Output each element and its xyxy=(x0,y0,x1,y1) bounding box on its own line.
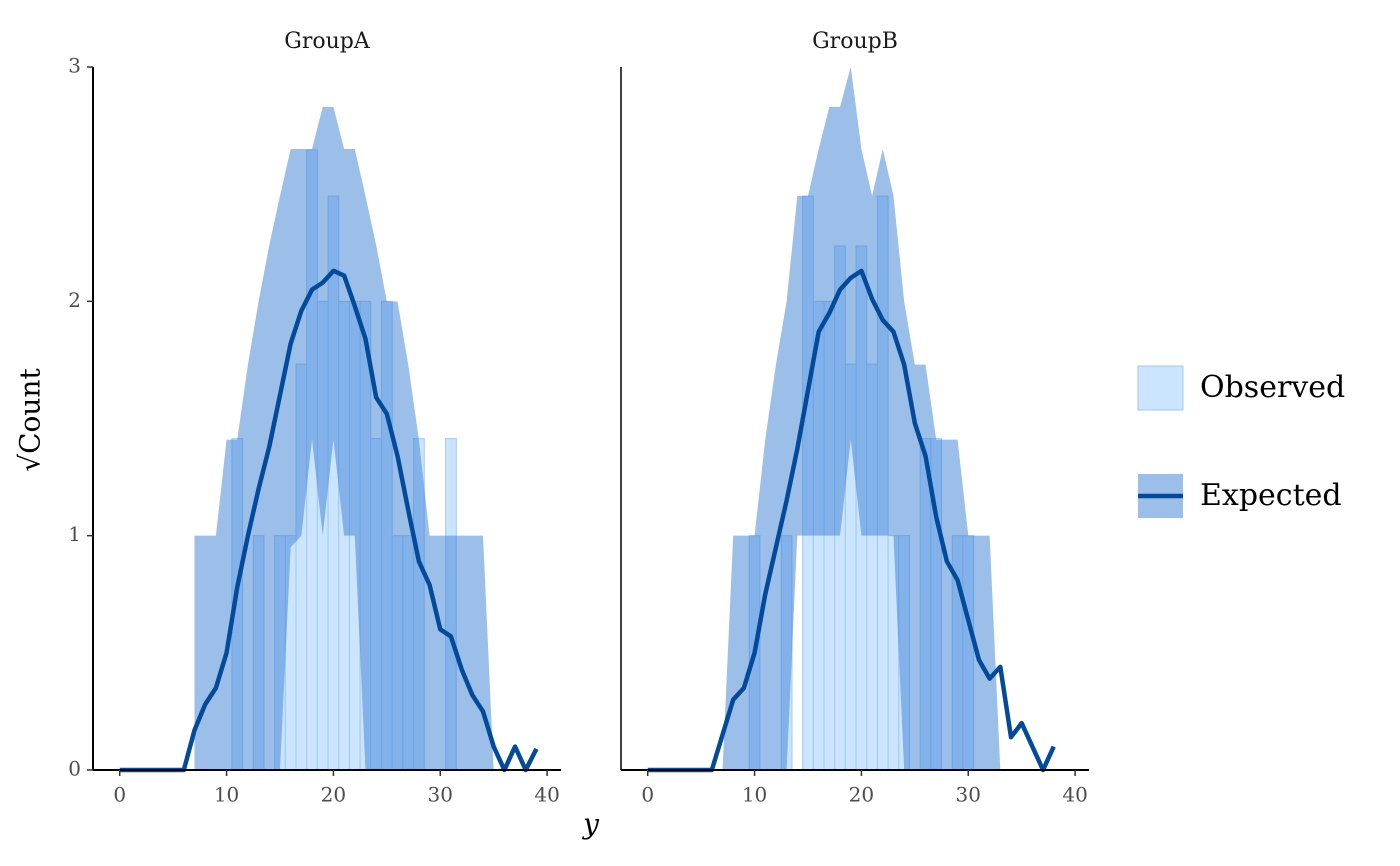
expected-line xyxy=(119,268,539,773)
x-tick-label: 40 xyxy=(1062,783,1087,807)
facet-title: GroupA xyxy=(284,29,371,54)
y-tick-label: 2 xyxy=(68,288,81,312)
x-tick-label: 20 xyxy=(849,783,874,807)
x-tick-label: 10 xyxy=(214,783,239,807)
expected-line xyxy=(647,268,1056,773)
expected-band xyxy=(722,67,1001,770)
x-tick-label: 0 xyxy=(641,783,654,807)
x-tick-label: 40 xyxy=(534,783,559,807)
expected-band xyxy=(194,106,494,770)
legend-label: Expected xyxy=(1200,478,1342,513)
x-tick-label: 30 xyxy=(956,783,981,807)
x-tick-label: 20 xyxy=(321,783,346,807)
y-tick-label: 1 xyxy=(68,522,81,546)
x-axis-label: y xyxy=(581,808,600,841)
y-tick-label: 0 xyxy=(68,757,81,781)
x-tick-label: 0 xyxy=(113,783,126,807)
x-tick-label: 30 xyxy=(428,783,453,807)
x-tick-label: 10 xyxy=(742,783,767,807)
legend-label: Observed xyxy=(1200,370,1345,405)
y-tick-label: 3 xyxy=(68,54,81,78)
facet-title: GroupB xyxy=(812,29,898,54)
y-axis-label: √Count xyxy=(14,368,47,472)
legend-key xyxy=(1137,365,1184,411)
